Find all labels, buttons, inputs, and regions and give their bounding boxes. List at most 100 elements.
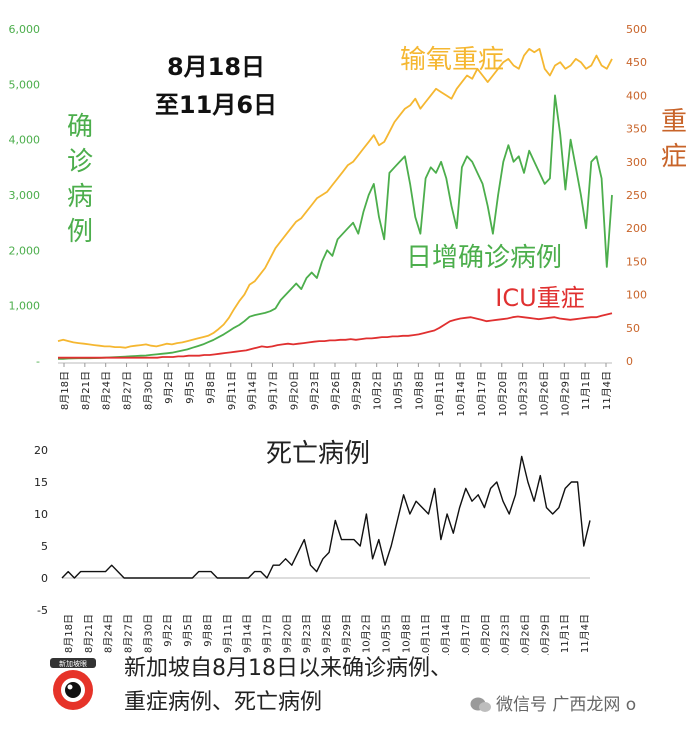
x-tick-label: 9月17日 [261, 614, 273, 653]
top-series [57, 48, 613, 360]
date-range-line-1: 8月18日 [167, 53, 265, 81]
caption-line-2: 重症病例、死亡病例 [124, 690, 323, 715]
x-tick-label: 9月29日 [351, 371, 363, 410]
y-tick-label: 0 [41, 572, 48, 585]
x-tick-label: 11月1日 [559, 614, 571, 653]
right-tick-label: 200 [626, 222, 647, 235]
x-tick-label: 10月8日 [400, 614, 412, 653]
right-tick-label: 300 [626, 156, 647, 169]
y-tick-label: 20 [34, 444, 48, 457]
left-tick-label: - [36, 355, 40, 368]
x-tick-label: 10月29日 [559, 371, 571, 416]
brand-logo: 新加坡眼 [44, 656, 102, 714]
x-tick-label: 10月17日 [476, 371, 488, 416]
x-tick-label: 10月2日 [361, 614, 373, 653]
x-tick-label: 9月8日 [202, 614, 214, 647]
x-tick-label: 9月5日 [182, 614, 194, 647]
right-tick-label: 100 [626, 289, 647, 302]
series-line-ICU重症 [58, 312, 613, 359]
right-tick-label: 250 [626, 189, 647, 202]
x-tick-label: 8月27日 [122, 371, 134, 410]
x-tick-label: 9月2日 [162, 614, 174, 647]
watermark-text: 微信号 广西龙网 o [496, 695, 637, 715]
y-tick-label: 10 [34, 508, 48, 521]
right-tick-label: 400 [626, 89, 647, 102]
x-tick-label: 9月20日 [281, 614, 293, 653]
left-axis-title-char: 病 [67, 182, 93, 212]
x-tick-label: 10月23日 [500, 614, 512, 655]
x-tick-label: 9月20日 [288, 371, 300, 410]
y-tick-label: -5 [37, 604, 48, 617]
x-tick-label: 9月2日 [163, 371, 175, 404]
x-tick-label: 11月4日 [601, 371, 613, 410]
x-tick-label: 10月5日 [381, 614, 393, 653]
x-tick-label: 8月30日 [142, 371, 154, 410]
logo-text: 新加坡眼 [59, 659, 87, 668]
top-axes [58, 362, 612, 367]
x-tick-label: 9月23日 [309, 371, 321, 410]
right-tick-label: 50 [626, 322, 640, 335]
x-tick-label: 8月18日 [59, 371, 71, 410]
x-tick-label: 10月2日 [372, 371, 384, 410]
right-tick-label: 0 [626, 355, 633, 368]
series-line-deaths [61, 455, 591, 579]
x-tick-label: 10月14日 [455, 371, 467, 416]
x-tick-label: 10月23日 [518, 371, 530, 416]
x-tick-label: 10月20日 [497, 371, 509, 416]
x-tick-label: 10月5日 [393, 371, 405, 410]
x-tick-label: 9月26日 [330, 371, 342, 410]
x-tick-label: 9月11日 [222, 614, 234, 653]
right-tick-label: 500 [626, 23, 647, 36]
x-tick-label: 10月8日 [413, 371, 425, 410]
x-tick-label: 9月17日 [267, 371, 279, 410]
x-tick-label: 10月29日 [539, 614, 551, 655]
x-tick-label: 9月26日 [321, 614, 333, 653]
left-tick-label: 5,000 [9, 78, 41, 91]
x-tick-label: 8月24日 [101, 371, 113, 410]
left-axis-title-char: 诊 [67, 147, 93, 177]
left-axis-title-char: 例 [67, 217, 93, 247]
right-axis-title-char: 症 [661, 142, 687, 172]
x-tick-label: 9月14日 [242, 614, 254, 653]
deaths-title: 死亡病例 [266, 439, 370, 469]
annotation-icu: ICU重症 [495, 284, 584, 312]
wechat-icon [470, 696, 492, 714]
x-tick-label: 9月29日 [341, 614, 353, 653]
left-tick-label: 2,000 [9, 244, 41, 257]
deaths-chart: -5 0 5 10 15 20 8月18日 8月21日 8月24日 8月27日 8月30日 9月2日 9… [34, 439, 591, 655]
series-line-日增确诊病例 [58, 94, 613, 360]
x-tick-label: 11月4日 [579, 614, 591, 653]
x-tick-label: 9月14日 [247, 371, 259, 410]
x-tick-label: 11月1日 [580, 371, 592, 410]
x-tick-label: 10月11日 [434, 371, 446, 416]
x-tick-label: 10月14日 [440, 614, 452, 655]
x-tick-label: 8月21日 [83, 614, 95, 653]
date-range-line-2: 至11月6日 [155, 91, 277, 119]
deaths-series [61, 455, 591, 579]
left-axis-title-char: 确 [67, 112, 93, 142]
left-tick-label: 1,000 [9, 300, 41, 313]
x-tick-label: 10月17日 [460, 614, 472, 655]
x-tick-label: 9月8日 [205, 371, 217, 404]
y-tick-label: 5 [41, 540, 48, 553]
right-tick-label: 150 [626, 255, 647, 268]
left-tick-label: 3,000 [9, 189, 41, 202]
annotation-oxygen-severe: 输氧重症 [400, 45, 504, 75]
series-line-输氧重症 [57, 48, 613, 349]
right-tick-label: 350 [626, 123, 647, 136]
x-tick-label: 9月11日 [226, 371, 238, 410]
x-tick-label: 8月24日 [103, 614, 115, 653]
y-tick-label: 15 [34, 476, 48, 489]
x-tick-label: 8月21日 [80, 371, 92, 410]
deaths-labels: -5 0 5 10 15 20 8月18日 8月21日 8月24日 8月27日 8月30日 9月2日 9… [34, 439, 591, 655]
x-tick-label: 8月27日 [123, 614, 135, 653]
x-tick-label: 9月5日 [184, 371, 196, 404]
x-tick-label: 10月26日 [519, 614, 531, 655]
caption-line-1: 新加坡自8月18日以来确诊病例、 [124, 656, 452, 681]
x-tick-label: 10月11日 [420, 614, 432, 655]
x-tick-label: 8月18日 [63, 614, 75, 653]
x-tick-label: 9月23日 [301, 614, 313, 653]
cases-severe-chart: - 1,000 2,000 3,000 4,000 5,000 6,000 0 50 100 150… [9, 23, 688, 416]
left-tick-label: 6,000 [9, 23, 41, 36]
x-tick-label: 8月30日 [142, 614, 154, 653]
